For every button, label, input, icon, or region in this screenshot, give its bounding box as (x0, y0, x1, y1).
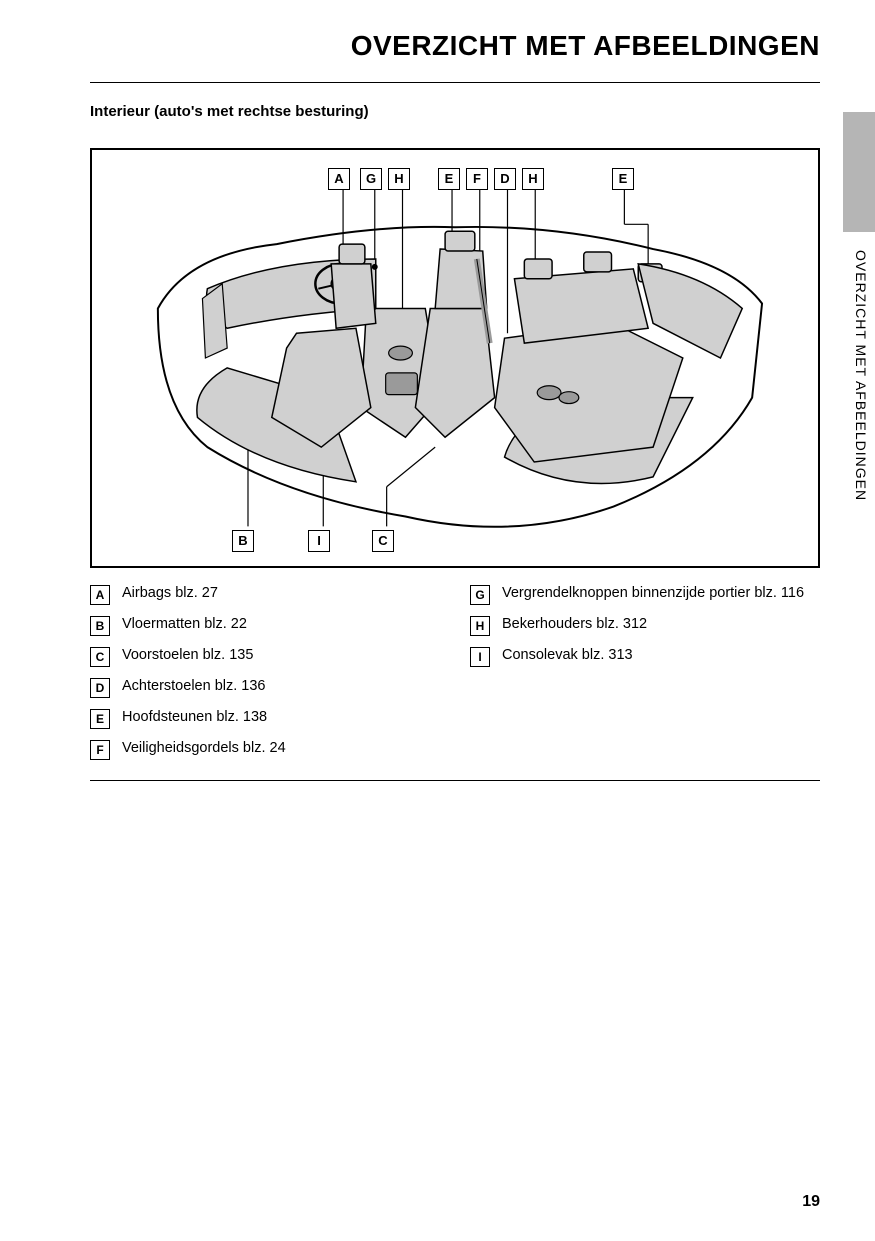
legend: A Airbags blz. 27 B Vloermatten blz. 22 … (90, 580, 820, 781)
legend-text-a: Airbags blz. 27 (122, 584, 440, 604)
legend-item-f: F Veiligheidsgordels blz. 24 (90, 739, 440, 760)
legend-item-e: E Hoofdsteunen blz. 138 (90, 708, 440, 729)
chapter-title: OVERZICHT MET AFBEELDINGEN (90, 30, 820, 62)
page-content: OVERZICHT MET AFBEELDINGEN Interieur (au… (0, 0, 875, 781)
legend-item-b: B Vloermatten blz. 22 (90, 615, 440, 636)
legend-text-h: Bekerhouders blz. 312 (502, 615, 820, 635)
title-rule (90, 82, 820, 83)
legend-text-d: Achterstoelen blz. 136 (122, 677, 440, 697)
legend-box-i: I (470, 647, 490, 667)
legend-text-b: Vloermatten blz. 22 (122, 615, 440, 635)
legend-box-a: A (90, 585, 110, 605)
legend-item-c: C Voorstoelen blz. 135 (90, 646, 440, 667)
legend-text-f: Veiligheidsgordels blz. 24 (122, 739, 440, 759)
legend-box-b: B (90, 616, 110, 636)
legend-text-c: Voorstoelen blz. 135 (122, 646, 440, 666)
legend-text-e: Hoofdsteunen blz. 138 (122, 708, 440, 728)
legend-left-column: A Airbags blz. 27 B Vloermatten blz. 22 … (90, 580, 440, 770)
legend-box-h: H (470, 616, 490, 636)
legend-box-g: G (470, 585, 490, 605)
section-title: Interieur (auto's met rechtse besturing) (90, 103, 820, 120)
legend-text-g: Vergrendelknoppen binnenzijde portier bl… (502, 584, 820, 604)
legend-box-c: C (90, 647, 110, 667)
legend-item-a: A Airbags blz. 27 (90, 584, 440, 605)
legend-box-e: E (90, 709, 110, 729)
interior-illustration (92, 150, 818, 566)
legend-right-column: G Vergrendelknoppen binnenzijde portier … (470, 580, 820, 770)
legend-box-f: F (90, 740, 110, 760)
interior-diagram: A G H E F D H E B I C (90, 148, 820, 568)
legend-item-d: D Achterstoelen blz. 136 (90, 677, 440, 698)
page-number: 19 (802, 1193, 820, 1211)
legend-text-i: Consolevak blz. 313 (502, 646, 820, 666)
legend-item-h: H Bekerhouders blz. 312 (470, 615, 820, 636)
legend-item-g: G Vergrendelknoppen binnenzijde portier … (470, 584, 820, 605)
legend-item-i: I Consolevak blz. 313 (470, 646, 820, 667)
legend-box-d: D (90, 678, 110, 698)
